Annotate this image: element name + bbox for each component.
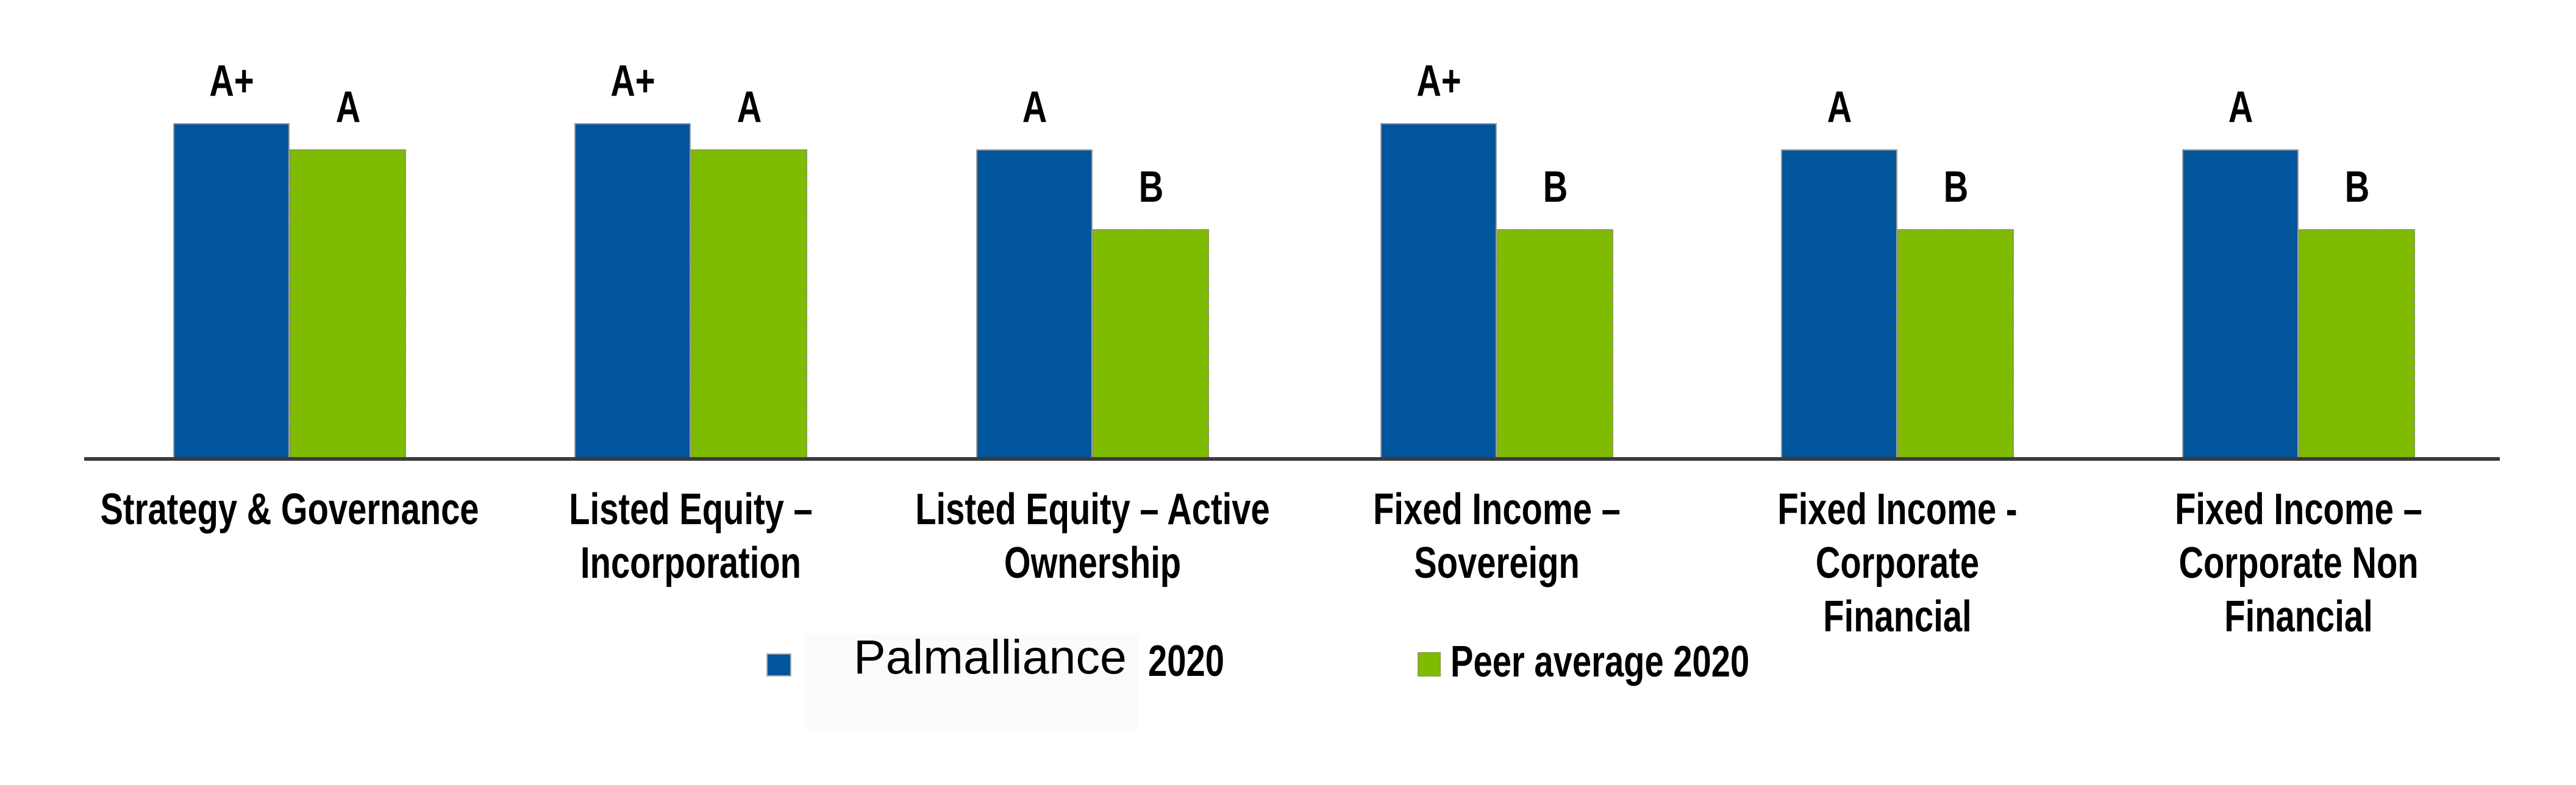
palmalliance-bar (976, 149, 1093, 457)
grade-label: A (335, 83, 360, 132)
legend-label-backdrop (805, 634, 1138, 730)
palmalliance-bar (1781, 149, 1897, 457)
palmalliance-bar (574, 123, 691, 457)
peer-average-bar (290, 149, 406, 457)
grade-label: B (1943, 163, 1968, 211)
category-label-line: Strategy & Governance (100, 485, 479, 534)
x-axis-line (84, 457, 2500, 461)
grade-label: B (1543, 163, 1568, 211)
category-label: Fixed Income - Corporate Financial (1702, 483, 2093, 644)
category-label-line: Listed Equity – (569, 485, 813, 534)
category-label: Listed Equity – Incorporation (496, 483, 886, 590)
palmalliance-legend-label: Palmalliance (854, 630, 1127, 684)
peer-average-bar (1093, 229, 1209, 457)
grade-label: A+ (1416, 57, 1461, 105)
palmalliance-legend-swatch (766, 653, 791, 677)
category-label: Fixed Income – Corporate Non Financial (2103, 483, 2494, 644)
grade-label: A (737, 83, 762, 132)
category-label-line: Financial (1823, 592, 1972, 641)
peer-average-legend-label: Peer average 2020 (1450, 638, 1750, 686)
category-label-line: Fixed Income – (2175, 485, 2422, 534)
grade-label: A (1022, 83, 1047, 132)
category-label-line: Fixed Income – (1373, 485, 1621, 534)
category-label-line: Corporate Non Financial (2178, 539, 2419, 641)
category-label: Listed Equity – Active Ownership (897, 483, 1288, 590)
grade-label: A+ (209, 57, 254, 105)
category-label-line: Sovereign (1414, 539, 1580, 588)
category-label: Strategy & Governance (95, 483, 485, 536)
palmalliance-bar (2182, 149, 2299, 457)
palmalliance-legend-year: 2020 (1148, 637, 1224, 686)
category-label-line: Fixed Income - Corporate (1777, 485, 2018, 588)
category-label: Fixed Income – Sovereign (1302, 483, 1692, 590)
grade-label: A+ (610, 57, 655, 105)
grade-label: A (2228, 83, 2253, 132)
peer-average-bar (2299, 229, 2415, 457)
grade-label: A (1827, 83, 1852, 132)
peer-average-bar (691, 149, 807, 457)
peer-average-bar (1897, 229, 2014, 457)
grade-label: B (2344, 163, 2369, 211)
category-label-line: Ownership (1004, 539, 1182, 588)
peer-average-legend-swatch (1418, 652, 1441, 677)
peer-average-bar (1497, 229, 1613, 457)
palmalliance-bar (173, 123, 290, 457)
category-label-line: Listed Equity – Active (915, 485, 1270, 534)
category-label-line: Incorporation (580, 539, 801, 588)
palmalliance-bar (1380, 123, 1497, 457)
grade-label: B (1138, 163, 1163, 211)
